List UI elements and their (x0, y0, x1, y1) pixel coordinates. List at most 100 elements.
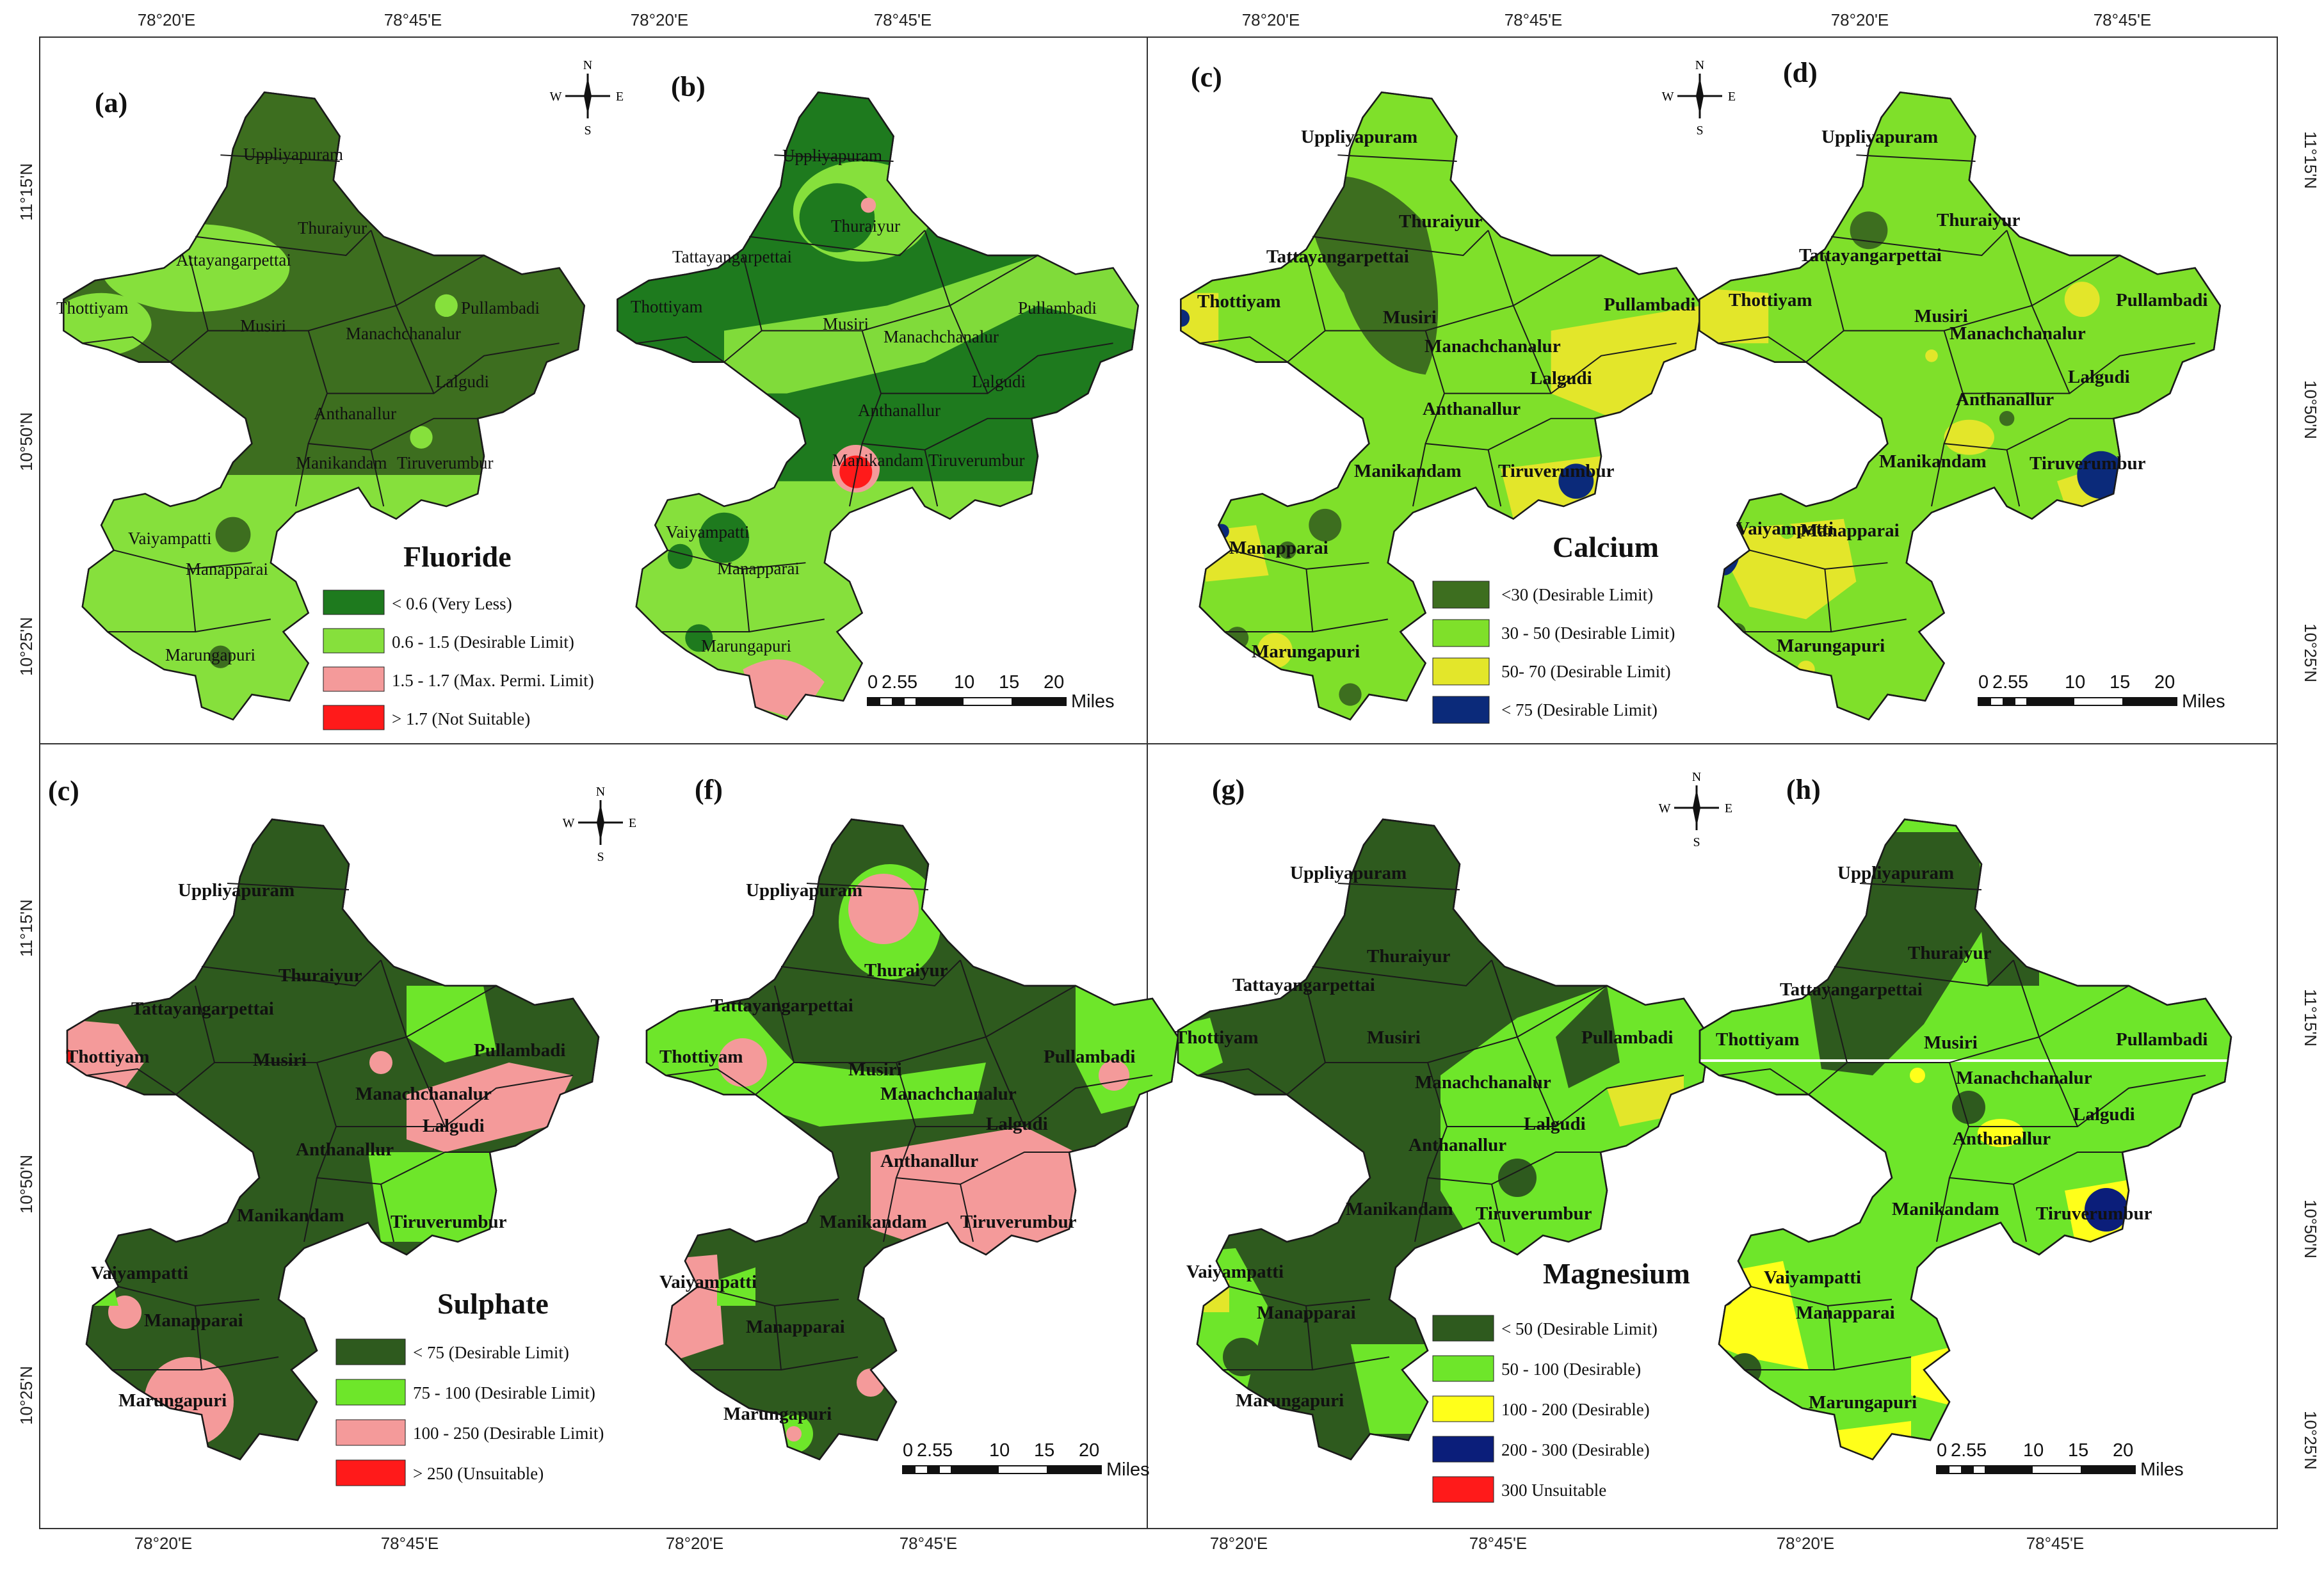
svg-text:Manikandam: Manikandam (1879, 451, 1987, 472)
svg-text:Tiruverumbur: Tiruverumbur (2029, 453, 2146, 474)
svg-text:2.5: 2.5 (882, 672, 907, 693)
svg-text:N: N (583, 58, 592, 72)
legend-sulphate-title: Sulphate (437, 1287, 549, 1320)
svg-text:Marungapuri: Marungapuri (1252, 641, 1360, 662)
svg-text:Pullambadi: Pullambadi (1018, 298, 1097, 317)
svg-text:Tiruverumbur: Tiruverumbur (960, 1212, 1077, 1232)
svg-text:10: 10 (2023, 1440, 2044, 1461)
svg-text:50- 70 (Desirable Limit): 50- 70 (Desirable Limit) (1501, 662, 1671, 681)
legend-swatch (323, 590, 385, 615)
svg-text:Vaiyampatti: Vaiyampatti (1186, 1262, 1284, 1282)
svg-text:Anthanallur: Anthanallur (858, 401, 940, 420)
left-coord-4: 11°15'N (17, 899, 36, 957)
bottom-coord-8: 78°45'E (2026, 1534, 2085, 1553)
svg-text:0: 0 (1978, 672, 1989, 693)
svg-text:W: W (550, 90, 562, 104)
legend-calcium: Calcium <30 (Desirable Limit) 30 - 50 (D… (1432, 531, 1675, 724)
panel-label-c: (c) (1191, 61, 1222, 93)
svg-text:Manapparai: Manapparai (1257, 1303, 1356, 1323)
svg-text:2.5: 2.5 (1992, 672, 2018, 693)
scale-bar-bottom-left: 0 2.5 5 10 15 20 Miles (902, 1440, 1150, 1480)
panel-label-h: (h) (1786, 774, 1821, 805)
svg-text:Thottiyam: Thottiyam (631, 297, 702, 316)
svg-text:Manachchanalur: Manachchanalur (346, 324, 461, 343)
svg-text:Anthanallur: Anthanallur (1408, 1135, 1506, 1155)
svg-text:Tattayangarpettai: Tattayangarpettai (711, 995, 853, 1016)
bottom-coord-5: 78°20'E (1210, 1534, 1268, 1553)
svg-text:Manachchanalur: Manachchanalur (884, 327, 999, 346)
svg-text:Pullambadi: Pullambadi (1581, 1027, 1673, 1048)
svg-text:20: 20 (1044, 672, 1064, 693)
right-coord-5: 10°50'N (2301, 1200, 2320, 1258)
svg-text:300 Unsuitable: 300 Unsuitable (1501, 1481, 1606, 1500)
svg-text:Manikandam: Manikandam (1354, 461, 1462, 481)
svg-text:Uppliyapuram: Uppliyapuram (243, 145, 343, 164)
svg-text:E: E (1725, 801, 1732, 815)
legend-magnesium-title: Magnesium (1543, 1257, 1690, 1290)
bottom-coord-4: 78°45'E (900, 1534, 958, 1553)
svg-text:100 - 250 (Desirable Limit): 100 - 250 (Desirable Limit) (413, 1424, 604, 1443)
scale-bar-top-left: 0 2.5 5 10 15 20 Miles (867, 672, 1115, 712)
svg-text:Pullambadi: Pullambadi (2116, 290, 2207, 310)
svg-text:Lalgudi: Lalgudi (1524, 1114, 1586, 1134)
svg-text:E: E (616, 90, 624, 104)
svg-text:N: N (596, 785, 605, 799)
svg-text:N: N (1692, 770, 1701, 784)
svg-text:Manikandam: Manikandam (1892, 1199, 1999, 1219)
panel-label-g: (g) (1212, 774, 1245, 805)
svg-text:Anthanallur: Anthanallur (1956, 389, 2054, 410)
svg-text:Pullambadi: Pullambadi (1604, 294, 1695, 315)
left-coord-1: 11°15'N (17, 163, 36, 221)
svg-text:Manapparai: Manapparai (717, 559, 800, 578)
svg-text:E: E (1728, 90, 1736, 104)
svg-text:Musiri: Musiri (1367, 1027, 1421, 1048)
svg-text:10: 10 (989, 1440, 1010, 1461)
svg-text:Attayangarpettai: Attayangarpettai (176, 250, 291, 269)
svg-text:Manapparai: Manapparai (1796, 1303, 1895, 1323)
svg-text:Uppliyapuram: Uppliyapuram (1837, 863, 1954, 883)
svg-text:Manikandam: Manikandam (237, 1205, 344, 1226)
legend-swatch (1432, 581, 1490, 609)
panel-c-map (1180, 91, 1703, 721)
svg-text:Manikandam: Manikandam (1346, 1199, 1453, 1219)
svg-text:50 - 100 (Desirable): 50 - 100 (Desirable) (1501, 1360, 1641, 1379)
top-coord-7: 78°20'E (1831, 10, 1889, 29)
svg-text:Vaiyampatti: Vaiyampatti (128, 529, 211, 548)
svg-text:2.5: 2.5 (917, 1440, 942, 1461)
svg-text:Vaiyampatti: Vaiyampatti (91, 1263, 188, 1283)
svg-text:Miles: Miles (1106, 1459, 1150, 1480)
svg-text:Marungapuri: Marungapuri (1777, 636, 1885, 656)
compass-icon-top-left: N S W E (550, 58, 624, 138)
legend-swatch (1432, 619, 1490, 647)
right-coord-6: 10°25'N (2301, 1411, 2320, 1470)
svg-text:Lalgudi: Lalgudi (972, 372, 1026, 391)
svg-text:Manapparai: Manapparai (1229, 538, 1328, 558)
svg-text:Vaiyampatti: Vaiyampatti (666, 522, 749, 542)
place-labels-c: Uppliyapuram Thuraiyur Tattayangarpettai… (1197, 127, 1695, 662)
svg-text:Uppliyapuram: Uppliyapuram (782, 146, 882, 165)
legend-swatch (1432, 657, 1490, 686)
place-labels-f: Uppliyapuram Thuraiyur Tattayangarpettai… (659, 880, 1135, 1424)
svg-text:Uppliyapuram: Uppliyapuram (1821, 127, 1938, 147)
panel-f-map (645, 818, 1179, 1461)
top-coord-2: 78°45'E (384, 10, 442, 29)
svg-text:Miles: Miles (1071, 691, 1115, 712)
svg-text:Tattayangarpettai: Tattayangarpettai (1232, 975, 1375, 995)
svg-text:Thuraiyur: Thuraiyur (1399, 211, 1483, 232)
svg-text:Tiruverumbur: Tiruverumbur (1498, 461, 1615, 481)
svg-text:Miles: Miles (2140, 1459, 2184, 1480)
panel-d-map (1699, 91, 2222, 721)
svg-text:Musiri: Musiri (240, 316, 286, 335)
svg-text:Tiruverumbur: Tiruverumbur (397, 453, 494, 472)
svg-text:Uppliyapuram: Uppliyapuram (1290, 863, 1407, 883)
svg-text:Thuraiyur: Thuraiyur (1937, 210, 2021, 230)
svg-text:S: S (1693, 835, 1700, 849)
legend-sulphate: Sulphate < 75 (Desirable Limit) 75 - 100… (335, 1287, 604, 1486)
svg-text:Thottiyam: Thottiyam (1197, 291, 1281, 312)
svg-text:20: 20 (1079, 1440, 1099, 1461)
compass-icon-bottom-left: N S W E (563, 785, 637, 864)
panel-frames (39, 36, 2278, 1529)
coordinate-labels: 78°20'E 78°45'E 78°20'E 78°45'E 78°20'E … (17, 10, 2320, 1553)
svg-text:Manikandam: Manikandam (819, 1212, 927, 1232)
svg-text:Tiruverumbur: Tiruverumbur (2036, 1203, 2152, 1224)
